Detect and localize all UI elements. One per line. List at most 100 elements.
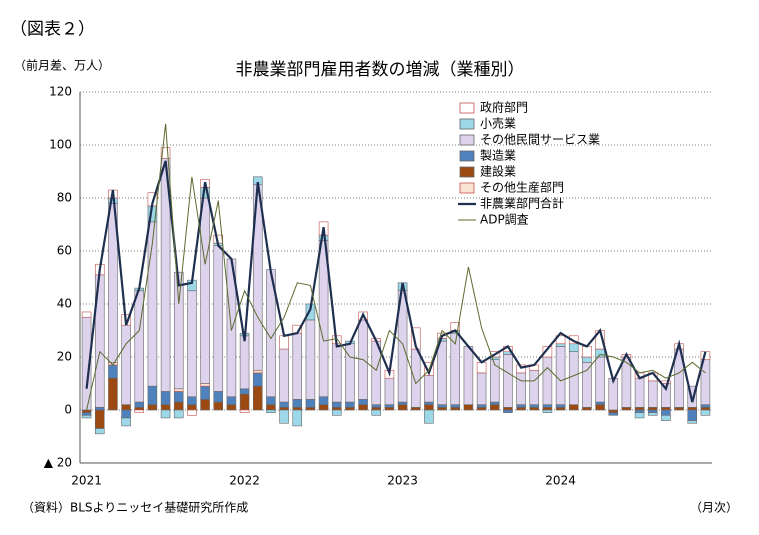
bar-segment bbox=[200, 385, 210, 400]
bar-segment bbox=[529, 404, 540, 408]
bar-segment bbox=[489, 359, 500, 403]
bar-segment bbox=[239, 388, 250, 395]
bar-segment bbox=[674, 407, 684, 411]
bar-segment bbox=[687, 407, 698, 411]
bar-segment bbox=[160, 404, 171, 411]
bar-segment bbox=[568, 343, 579, 352]
y-axis-label: （前月差、万人） bbox=[14, 58, 110, 73]
bar-segment bbox=[661, 409, 671, 416]
bar-segment bbox=[463, 346, 474, 405]
bar-segment bbox=[279, 409, 289, 424]
bar-segment bbox=[424, 375, 434, 403]
bar-segment bbox=[410, 407, 421, 411]
bar-segment bbox=[173, 391, 184, 403]
bar-segment bbox=[292, 407, 303, 411]
bar-segment bbox=[305, 319, 316, 400]
bar-segment bbox=[410, 348, 421, 408]
bar-segment bbox=[292, 332, 303, 400]
bar-segment bbox=[147, 385, 158, 405]
legend-swatch bbox=[459, 134, 475, 146]
y-tick-label: ▲ 20 bbox=[44, 456, 72, 470]
bar-segment bbox=[239, 335, 250, 390]
bar-segment bbox=[555, 407, 566, 411]
bar-segment bbox=[94, 407, 105, 411]
bar-segment bbox=[266, 404, 276, 411]
bar-segment bbox=[173, 388, 184, 392]
bar-segment bbox=[476, 361, 487, 374]
bar-segment bbox=[582, 346, 592, 358]
bar-segment bbox=[608, 412, 619, 416]
bar-segment bbox=[200, 399, 210, 411]
bar-segment bbox=[94, 428, 105, 435]
bar-segment bbox=[160, 409, 171, 419]
bar-segment bbox=[121, 417, 131, 427]
bar-segment bbox=[463, 404, 474, 411]
bar-segment bbox=[81, 311, 92, 318]
bar-segment bbox=[476, 372, 487, 405]
legend-label: 小売業 bbox=[480, 116, 516, 131]
bar-segment bbox=[121, 404, 131, 411]
y-tick-label: 40 bbox=[57, 297, 72, 311]
bar-segment bbox=[358, 399, 368, 405]
bar-segment bbox=[476, 404, 487, 408]
bar-segment bbox=[489, 401, 500, 405]
bar-segment bbox=[160, 391, 171, 406]
bar-segment bbox=[634, 407, 645, 411]
bar-segment bbox=[555, 343, 566, 347]
bar-segment bbox=[318, 404, 329, 411]
bar-segment bbox=[252, 372, 263, 387]
bar-segment bbox=[121, 409, 131, 419]
bar-segment bbox=[529, 407, 540, 411]
bar-segment bbox=[279, 348, 289, 403]
y-tick-label: 60 bbox=[57, 244, 72, 258]
bar-segment bbox=[345, 401, 355, 408]
bar-segment bbox=[542, 407, 553, 411]
bar-segment bbox=[134, 401, 145, 408]
y-tick-label: 20 bbox=[57, 350, 72, 364]
bar-segment bbox=[94, 409, 105, 429]
bar-segment bbox=[516, 404, 526, 408]
y-tick-label: 120 bbox=[49, 85, 72, 99]
bar-segment bbox=[700, 404, 711, 408]
bar-segment bbox=[371, 404, 382, 408]
bar-segment bbox=[173, 401, 184, 411]
legend-label: 建設業 bbox=[480, 164, 516, 179]
bar-segment bbox=[516, 364, 526, 374]
bar-segment bbox=[568, 351, 579, 406]
bar-segment bbox=[424, 409, 434, 424]
bar-segment bbox=[81, 414, 92, 419]
y-tick-label: 80 bbox=[57, 191, 72, 205]
legend-label: その他生産部門 bbox=[480, 180, 564, 195]
y-tick-label: 100 bbox=[49, 138, 72, 152]
bar-segment bbox=[121, 324, 131, 406]
bar-segment bbox=[213, 245, 224, 392]
bar-segment bbox=[292, 409, 303, 427]
bar-segment bbox=[687, 385, 698, 408]
bar-segment bbox=[279, 335, 289, 350]
bar-segment bbox=[516, 372, 526, 405]
legend-label: 政府部門 bbox=[480, 100, 528, 115]
bar-segment bbox=[384, 377, 395, 406]
bar-segment bbox=[187, 404, 197, 411]
bar-segment bbox=[371, 409, 382, 416]
bar-segment bbox=[173, 409, 184, 419]
bar-segment bbox=[489, 404, 500, 411]
bar-segment bbox=[608, 409, 619, 413]
bar-segment bbox=[634, 409, 645, 413]
bar-segment bbox=[200, 383, 210, 387]
bar-segment bbox=[108, 364, 118, 379]
bar-segment bbox=[147, 404, 158, 411]
bar-segment bbox=[160, 147, 171, 159]
bar-segment bbox=[173, 271, 184, 390]
line-series bbox=[85, 160, 707, 403]
bar-segment bbox=[450, 407, 461, 411]
bar-segment bbox=[634, 377, 645, 408]
bar-segment bbox=[305, 399, 316, 408]
bar-segment bbox=[503, 407, 513, 411]
bar-segment bbox=[108, 377, 118, 411]
bar-segment bbox=[516, 407, 526, 411]
bar-segment bbox=[661, 407, 671, 411]
bar-segment bbox=[529, 369, 540, 406]
x-tick-label: 2022 bbox=[229, 474, 260, 488]
legend-label: 非農業部門合計 bbox=[480, 196, 564, 211]
